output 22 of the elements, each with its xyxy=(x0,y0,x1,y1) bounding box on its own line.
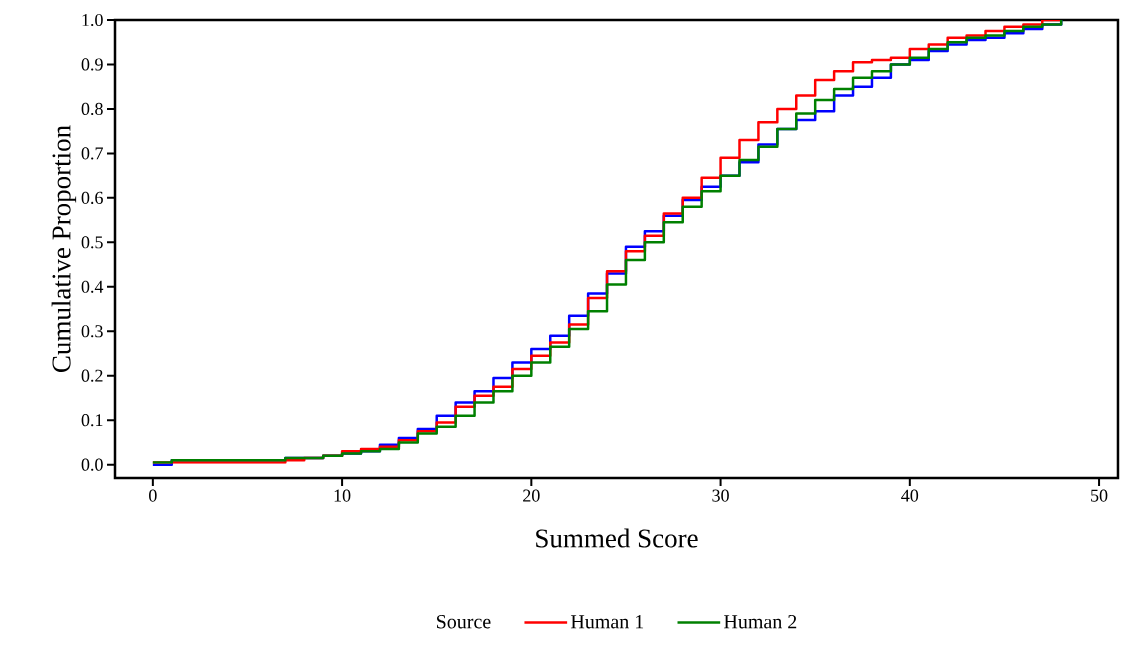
legend-label: Human 1 xyxy=(570,615,644,629)
y-tick-label: 0.8 xyxy=(81,102,103,116)
y-tick-label: 0.0 xyxy=(81,458,103,471)
y-tick-label: 0.7 xyxy=(81,147,103,160)
x-tick-label: 30 xyxy=(712,489,729,502)
x-tick-label: 0 xyxy=(149,489,157,502)
y-tick-label: 0.6 xyxy=(81,191,103,204)
x-tick-label: 20 xyxy=(523,489,540,502)
y-tick-label: 0.3 xyxy=(81,325,103,338)
y-tick-label: 0.4 xyxy=(81,280,104,293)
y-tick-label: 0.1 xyxy=(81,414,103,427)
x-axis-title: Summed Score xyxy=(536,528,698,548)
y-tick-label: 1.0 xyxy=(82,13,103,27)
y-axis-title: Cumulative Proportion xyxy=(51,125,77,372)
legend-label: Human 2 xyxy=(724,615,797,629)
y-tick-label: 0.9 xyxy=(81,58,103,71)
y-tick-label: 0.2 xyxy=(81,369,103,382)
x-tick-label: 10 xyxy=(334,489,351,502)
y-tick-label: 0.5 xyxy=(81,236,103,249)
legend-title: Source xyxy=(437,615,491,629)
x-tick-label: 40 xyxy=(901,489,919,502)
x-tick-label: 50 xyxy=(1091,489,1108,502)
